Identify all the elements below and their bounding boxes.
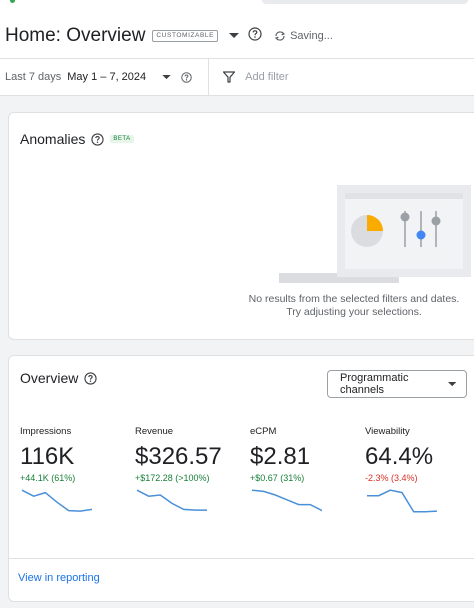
metric-label: eCPM: [250, 426, 277, 437]
date-range-caret[interactable]: [162, 74, 171, 80]
overview-divider: [9, 558, 474, 559]
status-dot: [10, 0, 15, 3]
channel-dropdown-value: Programmatic channels: [340, 372, 409, 396]
sparkline: [251, 489, 322, 512]
metric-value: 116K: [20, 443, 75, 470]
date-help-icon[interactable]: [181, 71, 192, 83]
overview-card: Overview Programmatic channels Impressio…: [8, 355, 474, 602]
anomalies-header: Anomalies BETA: [20, 131, 134, 147]
help-icon[interactable]: [91, 132, 105, 146]
overview-header: Overview: [20, 370, 97, 386]
date-range-picker[interactable]: May 1 – 7, 2024: [67, 71, 147, 83]
add-filter-input[interactable]: Add filter: [245, 71, 289, 83]
view-in-reporting-link[interactable]: View in reporting: [18, 572, 100, 584]
caret-down-icon: [447, 381, 456, 386]
empty-state-illustration: [279, 185, 471, 283]
browser-top-strip: [0, 0, 474, 10]
empty-state-message: No results from the selected filters and…: [229, 293, 474, 319]
anomalies-title: Anomalies: [20, 131, 86, 147]
sparkline: [136, 489, 207, 511]
empty-state-line2: Try adjusting your selections.: [286, 306, 422, 318]
metric-label: Impressions: [20, 426, 72, 437]
filter-icon[interactable]: [223, 71, 236, 83]
help-icon[interactable]: [84, 371, 97, 385]
overview-title: Overview: [20, 370, 79, 386]
metric-viewability[interactable]: Viewability 64.4% -2.3% (3.4%): [365, 426, 474, 515]
metric-revenue[interactable]: Revenue $326.57 +$172.28 (>100%): [135, 426, 245, 515]
metric-label: Viewability: [365, 426, 410, 437]
sync-icon: [274, 31, 286, 41]
metric-value: $2.81: [250, 443, 311, 470]
metric-value: 64.4%: [365, 443, 434, 470]
top-scrollbar[interactable]: [262, 0, 468, 4]
caret-down-icon: [229, 33, 240, 38]
metric-impressions[interactable]: Impressions 116K +44.1K (61%): [20, 426, 130, 515]
metric-change: +$0.67 (31%): [250, 473, 305, 483]
anomalies-card: Anomalies BETA No results from the selec…: [8, 112, 474, 340]
metric-ecpm[interactable]: eCPM $2.81 +$0.67 (31%): [250, 426, 360, 515]
saving-status: Saving...: [274, 30, 333, 42]
page-title: Home: Overview: [5, 25, 146, 46]
metric-label: Revenue: [135, 426, 174, 437]
beta-badge: BETA: [110, 135, 134, 143]
empty-state-line1: No results from the selected filters and…: [248, 293, 460, 305]
customizable-chip: CUSTOMIZABLE: [152, 30, 219, 42]
sparkline: [21, 489, 92, 512]
saving-text: Saving...: [290, 30, 333, 42]
page-header: Home: Overview CUSTOMIZABLE Saving...: [0, 14, 474, 59]
dashboard-menu-button[interactable]: [228, 30, 240, 42]
filter-bar: Last 7 days May 1 – 7, 2024 Add filter: [0, 59, 474, 96]
date-range-label: Last 7 days: [5, 71, 62, 83]
metric-change: -2.3% (3.4%): [365, 473, 418, 483]
channel-dropdown[interactable]: Programmatic channels: [327, 370, 467, 398]
filter-divider: [208, 59, 210, 95]
help-icon[interactable]: [248, 26, 262, 46]
metric-value: $326.57: [135, 443, 222, 470]
metric-change: +$172.28 (>100%): [135, 473, 210, 483]
metric-change: +44.1K (61%): [20, 473, 76, 483]
caret-down-icon: [162, 74, 171, 79]
sparkline: [367, 489, 437, 513]
